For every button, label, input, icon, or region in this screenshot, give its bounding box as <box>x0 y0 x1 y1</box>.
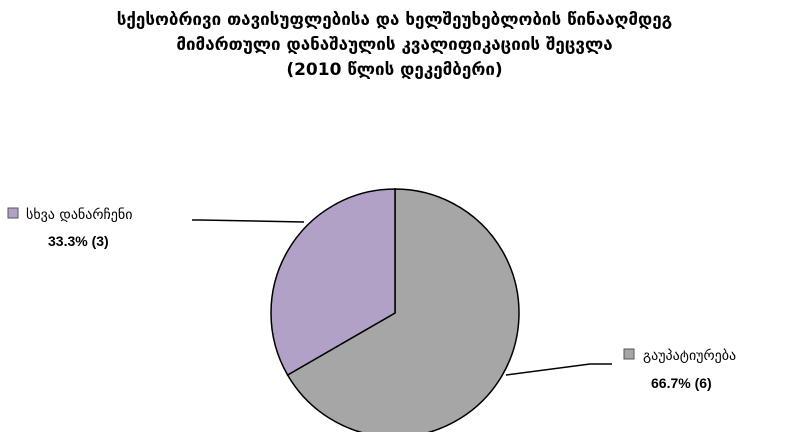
pie-slice-rape <box>286 188 520 432</box>
pie-slices <box>270 188 520 432</box>
chart-title: სქესობრივი თავისუფლებისა და ხელშეუხებლობ… <box>0 8 789 83</box>
slice-label-other: სხვა დანარჩენი <box>26 206 132 223</box>
pie-slice-other <box>270 188 396 377</box>
legend-swatch-other <box>7 207 19 219</box>
chart-title-line-2: მიმართული დანაშაულის კვალიფიკაციის შეცვლ… <box>176 35 613 55</box>
legend-swatch-rape <box>623 348 635 360</box>
slice-label-rape: გაუპატიურება <box>643 347 736 364</box>
slice-value-other: 33.3% (3) <box>48 233 109 249</box>
chart-title-line-1: სქესობრივი თავისუფლებისა და ხელშეუხებლობ… <box>116 10 673 30</box>
leader-line-rape <box>505 363 612 376</box>
slice-value-rape: 66.7% (6) <box>651 375 712 391</box>
leader-line-other <box>192 219 305 223</box>
chart-title-line-3: (2010 წლის დეკემბერი) <box>286 60 503 80</box>
